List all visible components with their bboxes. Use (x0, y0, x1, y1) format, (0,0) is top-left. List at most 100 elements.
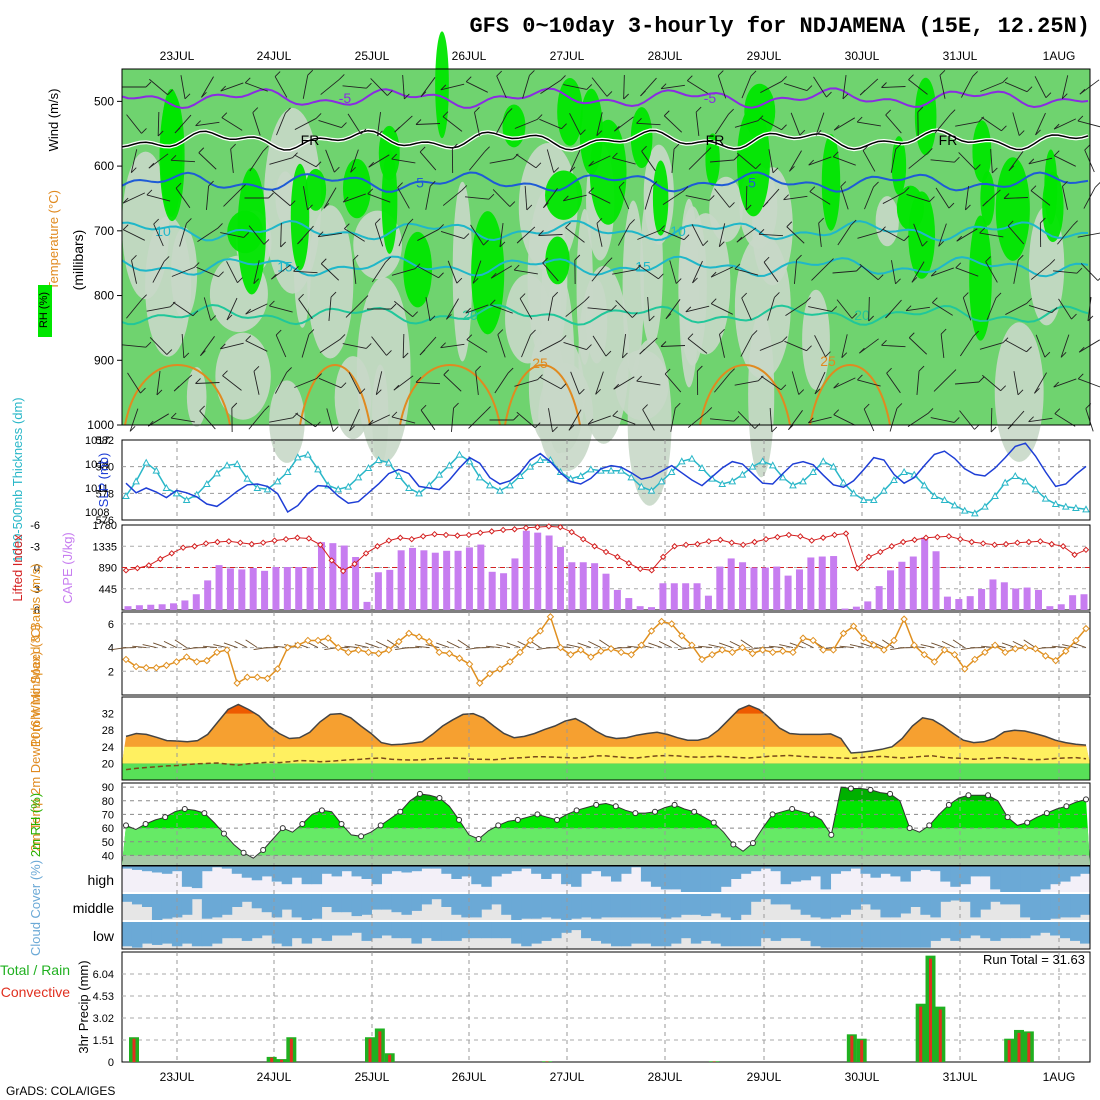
wind-barb (302, 75, 309, 99)
wind-speed-point (243, 673, 251, 681)
wind-barb-flag (365, 343, 372, 349)
wind-barb (665, 299, 681, 319)
cloud-bar (141, 922, 153, 944)
wind-barb (808, 306, 832, 312)
wind-barb (717, 75, 727, 99)
surface-wind-barb (436, 642, 450, 648)
wind-barb-flag (805, 297, 811, 303)
cape-bar (431, 552, 439, 610)
wind-barb-flag (706, 407, 713, 413)
wind-barb (1028, 305, 1053, 313)
wind-barb (959, 410, 975, 430)
wind-barb-flag (629, 219, 635, 225)
cape-bar (545, 535, 553, 610)
lifted-index-point (202, 540, 210, 547)
y-axis-label-rh: 2m RH (%) (28, 793, 43, 857)
wind-speed-point (920, 650, 929, 659)
chart-title: GFS 0~10day 3-hourly for NDJAMENA (15E, … (469, 14, 1090, 39)
wind-barb (519, 298, 533, 320)
x-tick-label: 30JUL (845, 1070, 880, 1084)
wind-barb-flag (199, 405, 205, 412)
wind-barb (814, 371, 826, 395)
wind-barb-flag (565, 222, 571, 228)
x-tick-label: 28JUL (648, 49, 683, 63)
cloud-bar (720, 922, 732, 947)
thickness-point (354, 473, 363, 481)
wind-barb (393, 375, 414, 391)
wind-barb-flag (175, 182, 182, 189)
thickness-point (475, 473, 484, 481)
lifted-index-point (1082, 546, 1090, 553)
wind-barb-flag (788, 424, 794, 431)
surface-wind-barb (708, 644, 723, 649)
surface-wind-barb (375, 640, 389, 648)
wind-barb (1054, 413, 1076, 427)
wind-barb-flag (420, 404, 427, 411)
wind-barb-flag (781, 124, 787, 131)
wind-barb-flag (1002, 337, 1009, 343)
cape-bar (693, 583, 701, 610)
upper-air-frame (121, 68, 1091, 426)
wind-barb (149, 78, 168, 96)
wind-barb-flag (917, 106, 924, 113)
cloud-bar (301, 894, 313, 920)
wind-speed-point (971, 655, 979, 664)
wind-barb (857, 121, 881, 127)
cloud-bar (401, 894, 412, 915)
wind-barb (377, 112, 381, 136)
wind-barb-flag (341, 122, 347, 128)
wind-speed-point (374, 649, 383, 658)
wind-barb-flag (456, 277, 463, 284)
rh-point (612, 803, 619, 810)
wind-barb (662, 191, 684, 205)
surface-wind-barb (446, 640, 460, 648)
wind-barb-flag (850, 219, 857, 226)
rh-point (436, 795, 443, 802)
cape-bar (420, 550, 428, 610)
cloud-bar (561, 866, 572, 885)
lifted-index-point (717, 536, 724, 544)
wind-barb-flag (877, 274, 884, 281)
wind-speed-point (607, 645, 615, 653)
thickness-point (819, 457, 828, 465)
wind-barb (1053, 378, 1077, 388)
cloud-bar (601, 894, 612, 918)
cloud-bar (680, 922, 692, 939)
wind-barb (563, 342, 587, 350)
temp-frame-border (121, 696, 1091, 781)
cloud-bar (700, 866, 712, 892)
cape-bar (739, 562, 747, 610)
wind-barb (714, 113, 730, 135)
cape-bar (875, 586, 883, 610)
thickness-point (374, 455, 383, 463)
wind-barb-flag (611, 304, 617, 311)
rh-point (808, 811, 815, 818)
cloud-bar (311, 866, 323, 885)
cape-bar (295, 567, 303, 610)
wind-barb (371, 336, 387, 356)
lifted-index-point (454, 532, 461, 539)
wind-barb-flag (1030, 185, 1037, 191)
wind-speed-point (1041, 652, 1050, 660)
lifted-index-point (248, 540, 255, 548)
surface-wind-barb (577, 642, 591, 648)
thickness-point (233, 459, 242, 467)
wind-barb-flag (271, 273, 277, 280)
rh-dry-patch (578, 265, 630, 444)
wind-barb-flag (461, 185, 468, 191)
wind-barb-flag (814, 388, 821, 395)
cloud-bar (620, 894, 632, 918)
wind-barb (298, 298, 313, 320)
x-tick-label: 27JUL (550, 49, 585, 63)
wind-barb-flag (274, 71, 281, 77)
wind-barb-flag (543, 202, 549, 209)
y-tick-label: -3 (30, 541, 40, 553)
wind-speed-point (1051, 656, 1060, 665)
cape-bar (625, 598, 633, 610)
wind-barb-flag (244, 77, 251, 84)
rh-moist-patch (972, 120, 992, 183)
wind-barb-flag (419, 146, 426, 153)
wind-barb-flag (442, 111, 449, 117)
surface-wind-barb (1051, 645, 1066, 649)
wind-barb-flag (145, 81, 152, 88)
